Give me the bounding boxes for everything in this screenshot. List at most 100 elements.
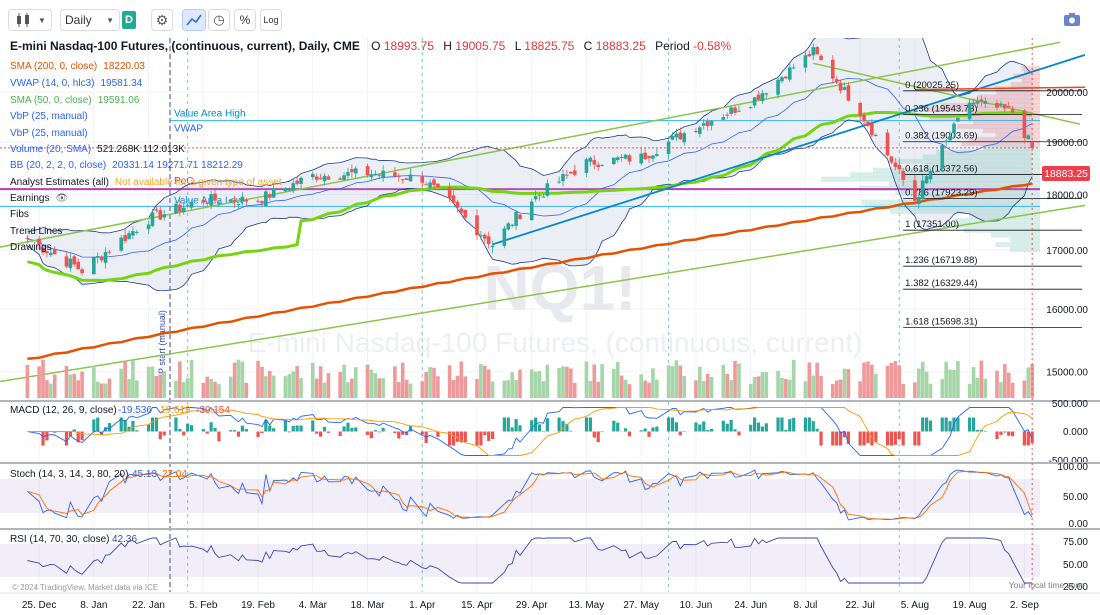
candle-body [381,170,385,179]
time-axis-label: 1. Apr [409,600,436,611]
indicator-value: 19581.34 [100,78,143,89]
macd-bar [350,427,354,432]
candle-body [119,237,124,251]
volume-bar [490,381,495,398]
indicator-value: 19591.06 [97,95,140,106]
volume-bar [514,379,518,398]
volume-bar [807,362,812,398]
volume-bar [866,361,870,398]
candle-body [737,110,741,112]
interval-select[interactable]: Daily ▼ [60,9,120,31]
macd-bar [1011,431,1015,437]
candle-body [619,157,624,159]
rsi-axis-label: 75.00 [1063,537,1088,548]
indicator-row[interactable]: Analyst Estimates (all) Not available for… [10,177,282,188]
trend-button[interactable] [182,9,206,31]
camera-icon[interactable] [1063,11,1081,27]
indicator-row[interactable]: Trend Lines [10,226,62,237]
candle-body [705,121,710,127]
macd-bar [928,420,933,432]
macd-line [27,406,1033,456]
volume-bar [999,382,1003,398]
time-axis-label: 29. Apr [516,600,548,611]
indicator-row[interactable]: Drawings [10,242,52,253]
candle-body [533,196,538,200]
candle-body [557,181,561,183]
candle-body [838,82,843,91]
candle-body [866,121,870,126]
percent-button[interactable]: % [234,9,256,31]
indicator-row[interactable]: VbP (25, manual) [10,111,88,122]
candle-body [1003,104,1007,109]
macd-bar [53,431,57,433]
macd-bar [209,422,213,432]
macd-bar [885,431,890,446]
volume-bar [436,376,440,398]
macd-bar [68,431,72,437]
macd-bar [283,420,288,432]
macd-bar [483,431,487,436]
settings-button[interactable]: ⚙ [151,9,173,31]
log-button[interactable]: Log [260,9,282,31]
volume-bar [698,366,702,398]
indicator-row[interactable]: Fibs [10,209,29,220]
fib-level-label: 0.382 (19003.69) [905,131,977,142]
last-price-tag: 18883.25 [1042,166,1090,181]
indicator-row[interactable]: Volume (20, SMA) 521.268K 112.013K [10,144,185,155]
macd-bar [131,420,135,432]
candle-body [698,127,702,134]
price-axis-label: 17000.00 [1046,246,1088,257]
indicator-row[interactable]: Earnings 👁 [10,193,68,204]
indicator-row[interactable]: SMA (200, 0, close) 18220.03 [10,61,145,72]
candle-body [310,173,315,178]
candle-body [682,133,687,143]
candle-body [185,204,190,206]
time-axis-label: 27. May [623,600,659,611]
volume-bar [400,362,405,398]
indicator-row[interactable]: SMA (50, 0, close) 19591.06 [10,95,139,106]
time-axis-label: 8. Jan [80,600,107,611]
macd-bar [541,431,546,433]
macd-bar [146,424,151,432]
macd-bar [940,417,944,432]
macd-bar [925,417,929,432]
macd-bar [561,421,565,432]
macd-bar [616,422,620,432]
macd-bar [545,418,549,432]
volume-bar [131,360,135,398]
volume-bar [979,360,984,398]
volume-bar [870,364,874,398]
candle-body [1026,135,1031,140]
volume-bar [92,365,96,398]
candle-body [150,212,155,227]
macd-bar [123,419,127,432]
replay-button[interactable]: ◷ [208,9,230,31]
candle-body [870,123,874,136]
volume-bar [404,379,409,398]
candle-body [240,196,245,202]
macd-bar [530,420,534,432]
chart-type-button[interactable]: ▼ [8,9,52,31]
eye-icon[interactable]: 👁 [55,193,69,204]
macd-bar [502,417,506,432]
time-axis-label: 5. Aug [901,600,929,611]
macd-bar [831,431,835,446]
rsi-axis-label: 25.00 [1063,582,1088,593]
open-value: 18993.75 [383,39,434,53]
indicator-row[interactable]: VbP (25, manual) [10,128,88,139]
indicator-row[interactable]: BB (20, 2, 2, 0, close) 20331.14 19271.71… [10,160,243,171]
candle-body [353,168,358,174]
macd-bar [381,427,385,432]
macd-bar [338,431,342,436]
macd-bar [436,431,440,437]
volume-bar [260,366,264,398]
macd-bar [815,428,819,432]
indicator-row[interactable]: VWAP (14, 0, hlc3) 19581.34 [10,78,142,89]
macd-bar [455,431,460,442]
macd-bar [514,419,518,432]
candle-body [561,174,565,182]
trend-line-icon [186,14,202,26]
indicator-value: Not available for a given type of asset [114,177,282,188]
candle-body [107,251,112,253]
